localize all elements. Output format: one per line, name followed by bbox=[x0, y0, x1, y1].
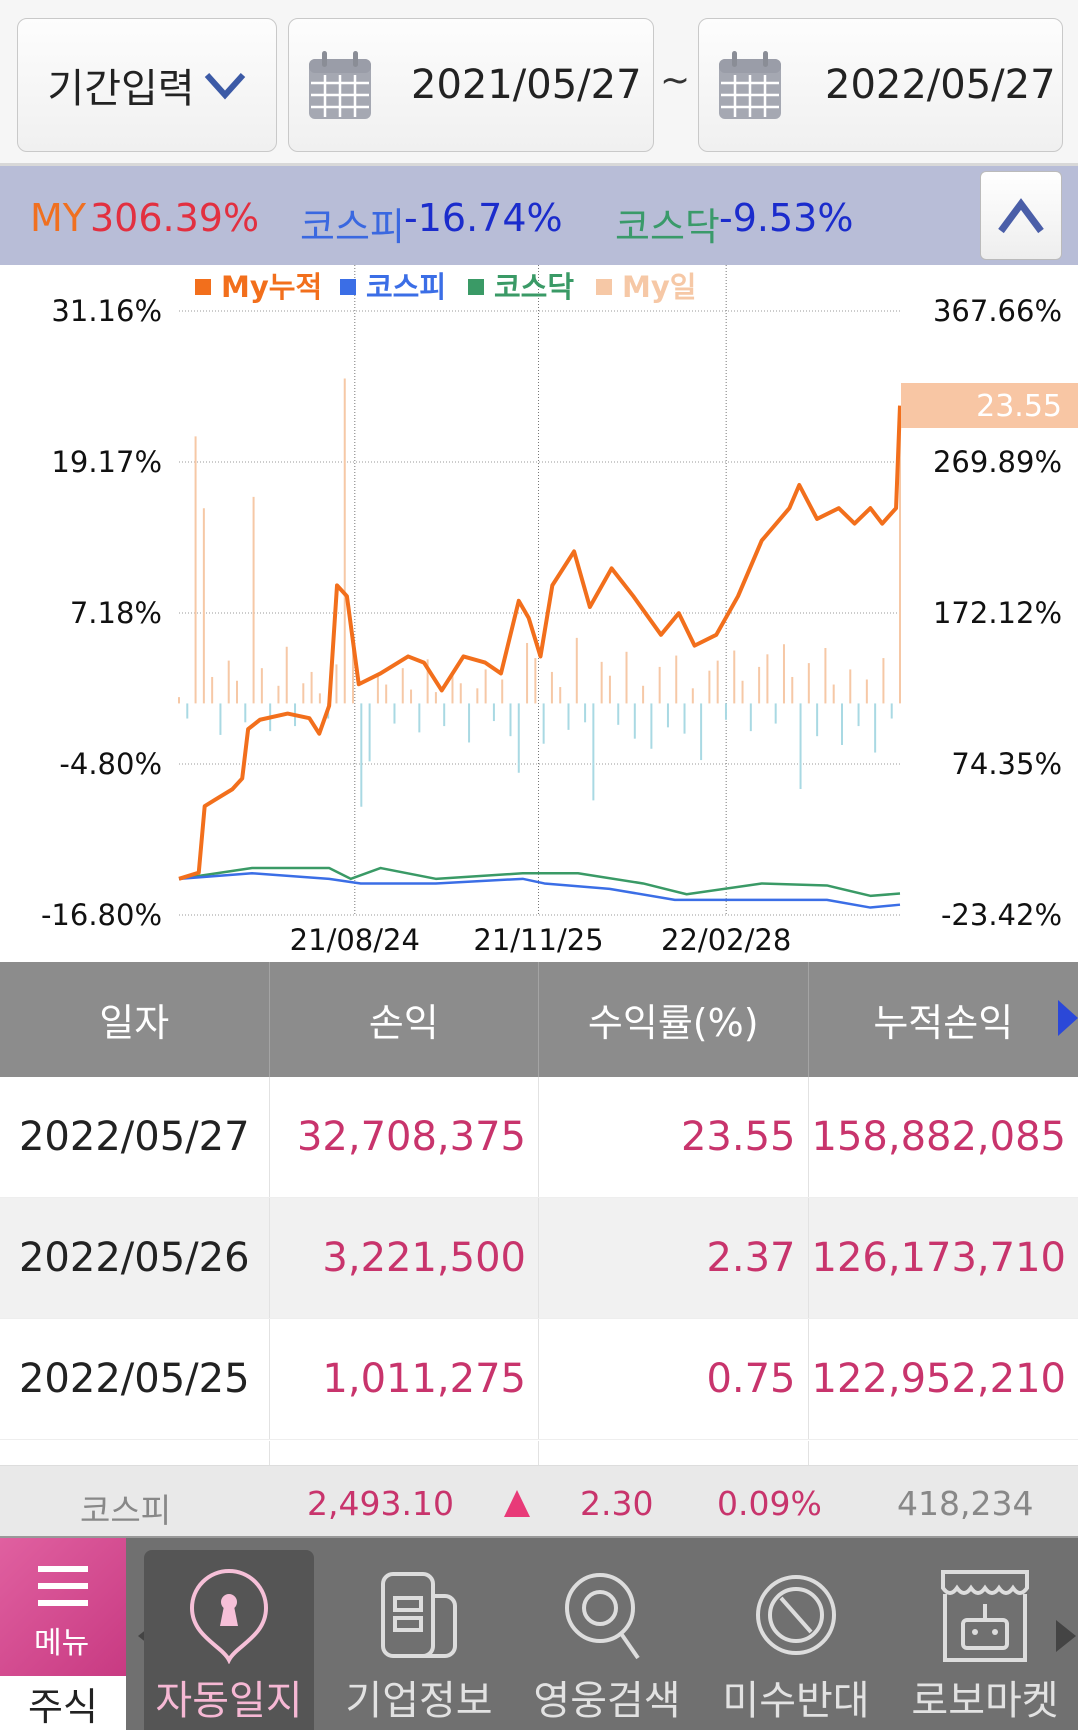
start-date: 2021/05/27 bbox=[411, 62, 642, 108]
hamburger-icon bbox=[38, 1566, 88, 1606]
legend-swatch bbox=[468, 279, 484, 295]
col-cum-profit[interactable]: 누적손익 bbox=[809, 962, 1078, 1077]
return-chart: 31.16% 367.66% 19.17% 269.89% 7.18% 172.12% -4… bbox=[0, 265, 1078, 962]
calendar-icon bbox=[717, 49, 783, 121]
col-profit[interactable]: 손익 bbox=[270, 962, 540, 1077]
right-tick-label: -23.42% bbox=[941, 898, 1062, 932]
date-cell: 2022/05/26 bbox=[0, 1198, 270, 1318]
right-tick-label: 172.12% bbox=[933, 596, 1062, 630]
left-tick-label: 7.18% bbox=[70, 596, 162, 630]
left-tick-label: 19.17% bbox=[51, 445, 162, 479]
nav-item-robo-market[interactable]: 로보마켓 bbox=[900, 1550, 1070, 1730]
start-date-picker[interactable]: 2021/05/27 bbox=[288, 18, 654, 152]
date-cell: 2022/05/27 bbox=[0, 1077, 270, 1197]
x-tick-label: 21/08/24 bbox=[290, 923, 420, 957]
right-tick-label: 367.66% bbox=[933, 294, 1062, 328]
my-label: MY bbox=[30, 196, 86, 240]
prohibited-icon bbox=[751, 1570, 841, 1660]
cum-profit-cell: 158,882,085 bbox=[809, 1077, 1078, 1197]
ticker-volume: 418,234 bbox=[897, 1484, 1033, 1523]
profit-cell: 3,221,500 bbox=[270, 1198, 540, 1318]
nav-label: 기업정보 bbox=[345, 1668, 492, 1726]
robot-store-icon bbox=[937, 1568, 1033, 1664]
menu-label: 메뉴 bbox=[34, 1618, 89, 1662]
profit-cell: 32,708,375 bbox=[270, 1077, 540, 1197]
x-tick-label: 22/02/28 bbox=[661, 923, 791, 957]
right-tick-label: 74.35% bbox=[951, 747, 1062, 781]
col-cum-profit-label: 누적손익 bbox=[873, 992, 1013, 1047]
return-summary: MY 306.39% 코스피 -16.74% 코스닥 -9.53% bbox=[0, 166, 1078, 265]
rate-cell: 2.37 bbox=[539, 1198, 809, 1318]
kospi-label: 코스피 bbox=[300, 196, 405, 251]
keyhole-pin-icon bbox=[184, 1564, 274, 1664]
ticker-rate: 0.09% bbox=[717, 1484, 822, 1523]
right-tick-label: 269.89% bbox=[933, 445, 1062, 479]
rate-cell: 23.55 bbox=[539, 1077, 809, 1197]
left-tick-label: 31.16% bbox=[51, 294, 162, 328]
chevron-up-icon bbox=[996, 196, 1046, 236]
period-label: 기간입력 bbox=[47, 56, 194, 114]
scroll-right-icon[interactable] bbox=[1056, 998, 1078, 1038]
period-bar: 기간입력 2021/05/27 ~ 2022/05/27 bbox=[0, 0, 1078, 166]
legend-label: My일 bbox=[622, 270, 696, 304]
menu-button[interactable]: 메뉴 bbox=[0, 1538, 126, 1676]
nav-label: 자동일지 bbox=[155, 1668, 302, 1726]
table-header: 일자 손익 수익률(%) 누적손익 bbox=[0, 962, 1078, 1077]
nav-label: 미수반대 bbox=[722, 1668, 869, 1726]
kosdaq-label: 코스닥 bbox=[615, 196, 720, 251]
category-tab[interactable]: 주식 bbox=[0, 1676, 126, 1730]
cum-profit-cell: 122,952,210 bbox=[809, 1319, 1078, 1439]
legend-swatch bbox=[195, 279, 211, 295]
ticker-change: 2.30 bbox=[580, 1484, 653, 1523]
kospi-return: -16.74% bbox=[404, 196, 563, 240]
legend-label: 코스닥 bbox=[494, 270, 574, 304]
profit-cell: 1,011,275 bbox=[270, 1319, 540, 1439]
end-date: 2022/05/27 bbox=[825, 62, 1056, 108]
partial-row bbox=[0, 1441, 1078, 1465]
up-triangle-icon bbox=[503, 1488, 531, 1518]
kosdaq-return: -9.53% bbox=[719, 196, 853, 240]
legend-swatch bbox=[596, 279, 612, 295]
my-return: 306.39% bbox=[90, 196, 259, 240]
collapse-button[interactable] bbox=[980, 171, 1062, 260]
legend-label: 코스피 bbox=[366, 270, 446, 304]
left-tick-label: -4.80% bbox=[59, 747, 162, 781]
ticker-price: 2,493.10 bbox=[307, 1484, 454, 1523]
x-tick-label: 21/11/25 bbox=[473, 923, 603, 957]
ticker-name: 코스피 bbox=[80, 1484, 171, 1532]
bottom-nav: 메뉴 주식 자동일지 기업정보 영웅검색 미수반대 로보마켓 bbox=[0, 1538, 1078, 1730]
document-icon bbox=[379, 1570, 459, 1660]
nav-label: 로보마켓 bbox=[911, 1668, 1058, 1726]
cum-profit-cell: 126,173,710 bbox=[809, 1198, 1078, 1318]
period-select[interactable]: 기간입력 bbox=[17, 18, 277, 152]
last-value-label: 23.55 bbox=[976, 389, 1062, 424]
category-label: 주식 bbox=[28, 1676, 98, 1731]
rate-cell: 0.75 bbox=[539, 1319, 809, 1439]
left-tick-label: -16.80% bbox=[41, 898, 162, 932]
date-separator: ~ bbox=[660, 60, 690, 101]
legend-swatch bbox=[340, 279, 356, 295]
nav-item-auto-journal[interactable]: 자동일지 bbox=[144, 1550, 314, 1730]
date-cell: 2022/05/25 bbox=[0, 1319, 270, 1439]
nav-item-hero-search[interactable]: 영웅검색 bbox=[522, 1550, 692, 1730]
col-date[interactable]: 일자 bbox=[0, 962, 270, 1077]
nav-item-company-info[interactable]: 기업정보 bbox=[334, 1550, 504, 1730]
magnifier-icon bbox=[562, 1570, 652, 1660]
calendar-icon bbox=[307, 49, 373, 121]
nav-item-unpaid-opposite[interactable]: 미수반대 bbox=[711, 1550, 881, 1730]
col-rate[interactable]: 수익률(%) bbox=[539, 962, 809, 1077]
index-ticker[interactable]: 코스피 2,493.10 2.30 0.09% 418,234 bbox=[0, 1465, 1078, 1538]
chevron-down-icon bbox=[203, 70, 247, 100]
nav-label: 영웅검색 bbox=[533, 1668, 680, 1726]
end-date-picker[interactable]: 2022/05/27 bbox=[698, 18, 1063, 152]
legend-label: My누적 bbox=[221, 270, 322, 304]
series-line-my-cum bbox=[179, 406, 900, 879]
series-line-kospi bbox=[179, 873, 900, 907]
